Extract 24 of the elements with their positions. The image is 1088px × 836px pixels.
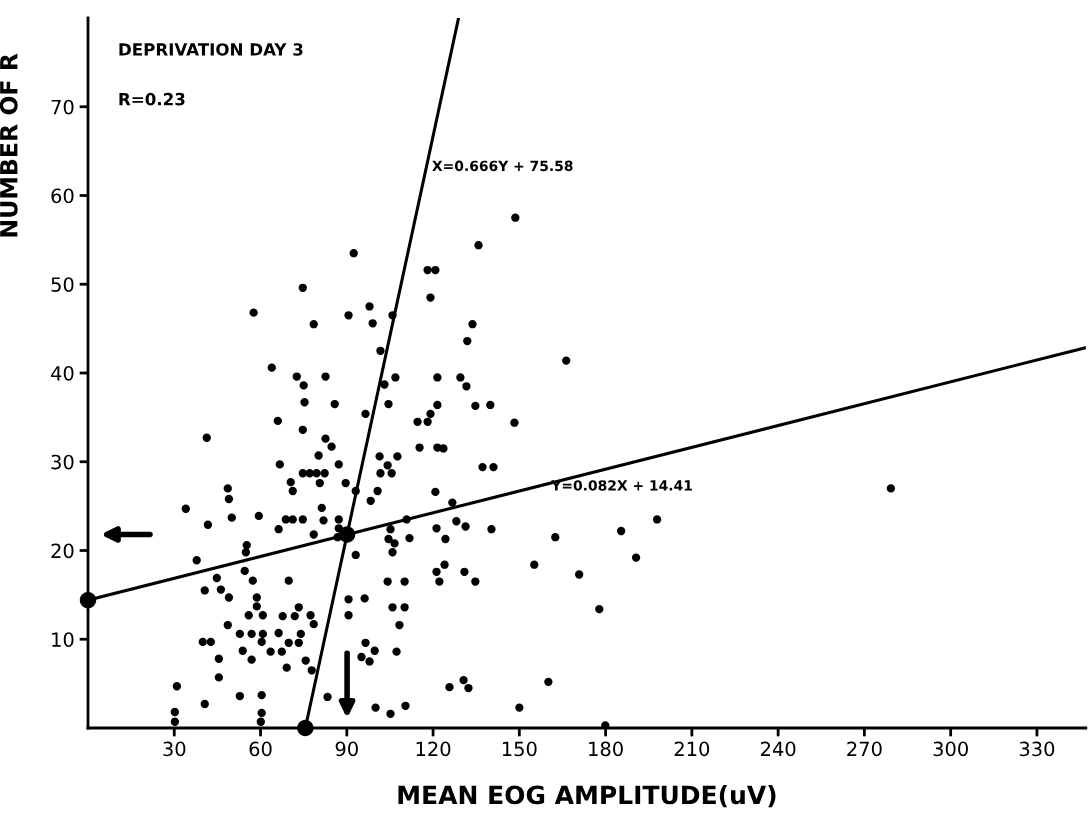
series-label: Y=0.082X + 14.41 — [551, 480, 692, 491]
x-tick-label: 30 — [163, 741, 186, 757]
y-tick-label: 40 — [51, 365, 74, 381]
y-tick-label: 30 — [51, 454, 74, 470]
x-tick-label: 180 — [589, 741, 623, 757]
x-tick-label: 330 — [1019, 741, 1055, 757]
x-tick-label: 210 — [674, 741, 710, 757]
y-tick-label: 10 — [52, 632, 74, 647]
x-tick-label: 150 — [502, 741, 537, 757]
x-tick-label: 90 — [335, 741, 358, 757]
x-tick-label: 120 — [416, 741, 451, 757]
x-tick-label: 240 — [761, 741, 796, 757]
annotation: DEPRIVATION DAY 3 — [119, 43, 303, 56]
x-tick-label: 270 — [847, 741, 882, 757]
y-axis-title: NUMBER OF R — [0, 53, 18, 237]
x-tick-label: 60 — [249, 741, 272, 757]
y-tick-label: 70 — [51, 99, 74, 115]
x-axis-title: MEAN EOG AMPLITUDE(uV) — [398, 785, 776, 808]
annotation: R=0.23 — [119, 92, 185, 106]
x-tick-label: 300 — [933, 741, 968, 757]
y-tick-label: 20 — [51, 543, 74, 559]
y-tick-label: 50 — [51, 277, 74, 292]
series-label: X=0.666Y + 75.58 — [432, 160, 573, 172]
y-tick-label: 60 — [51, 188, 74, 204]
